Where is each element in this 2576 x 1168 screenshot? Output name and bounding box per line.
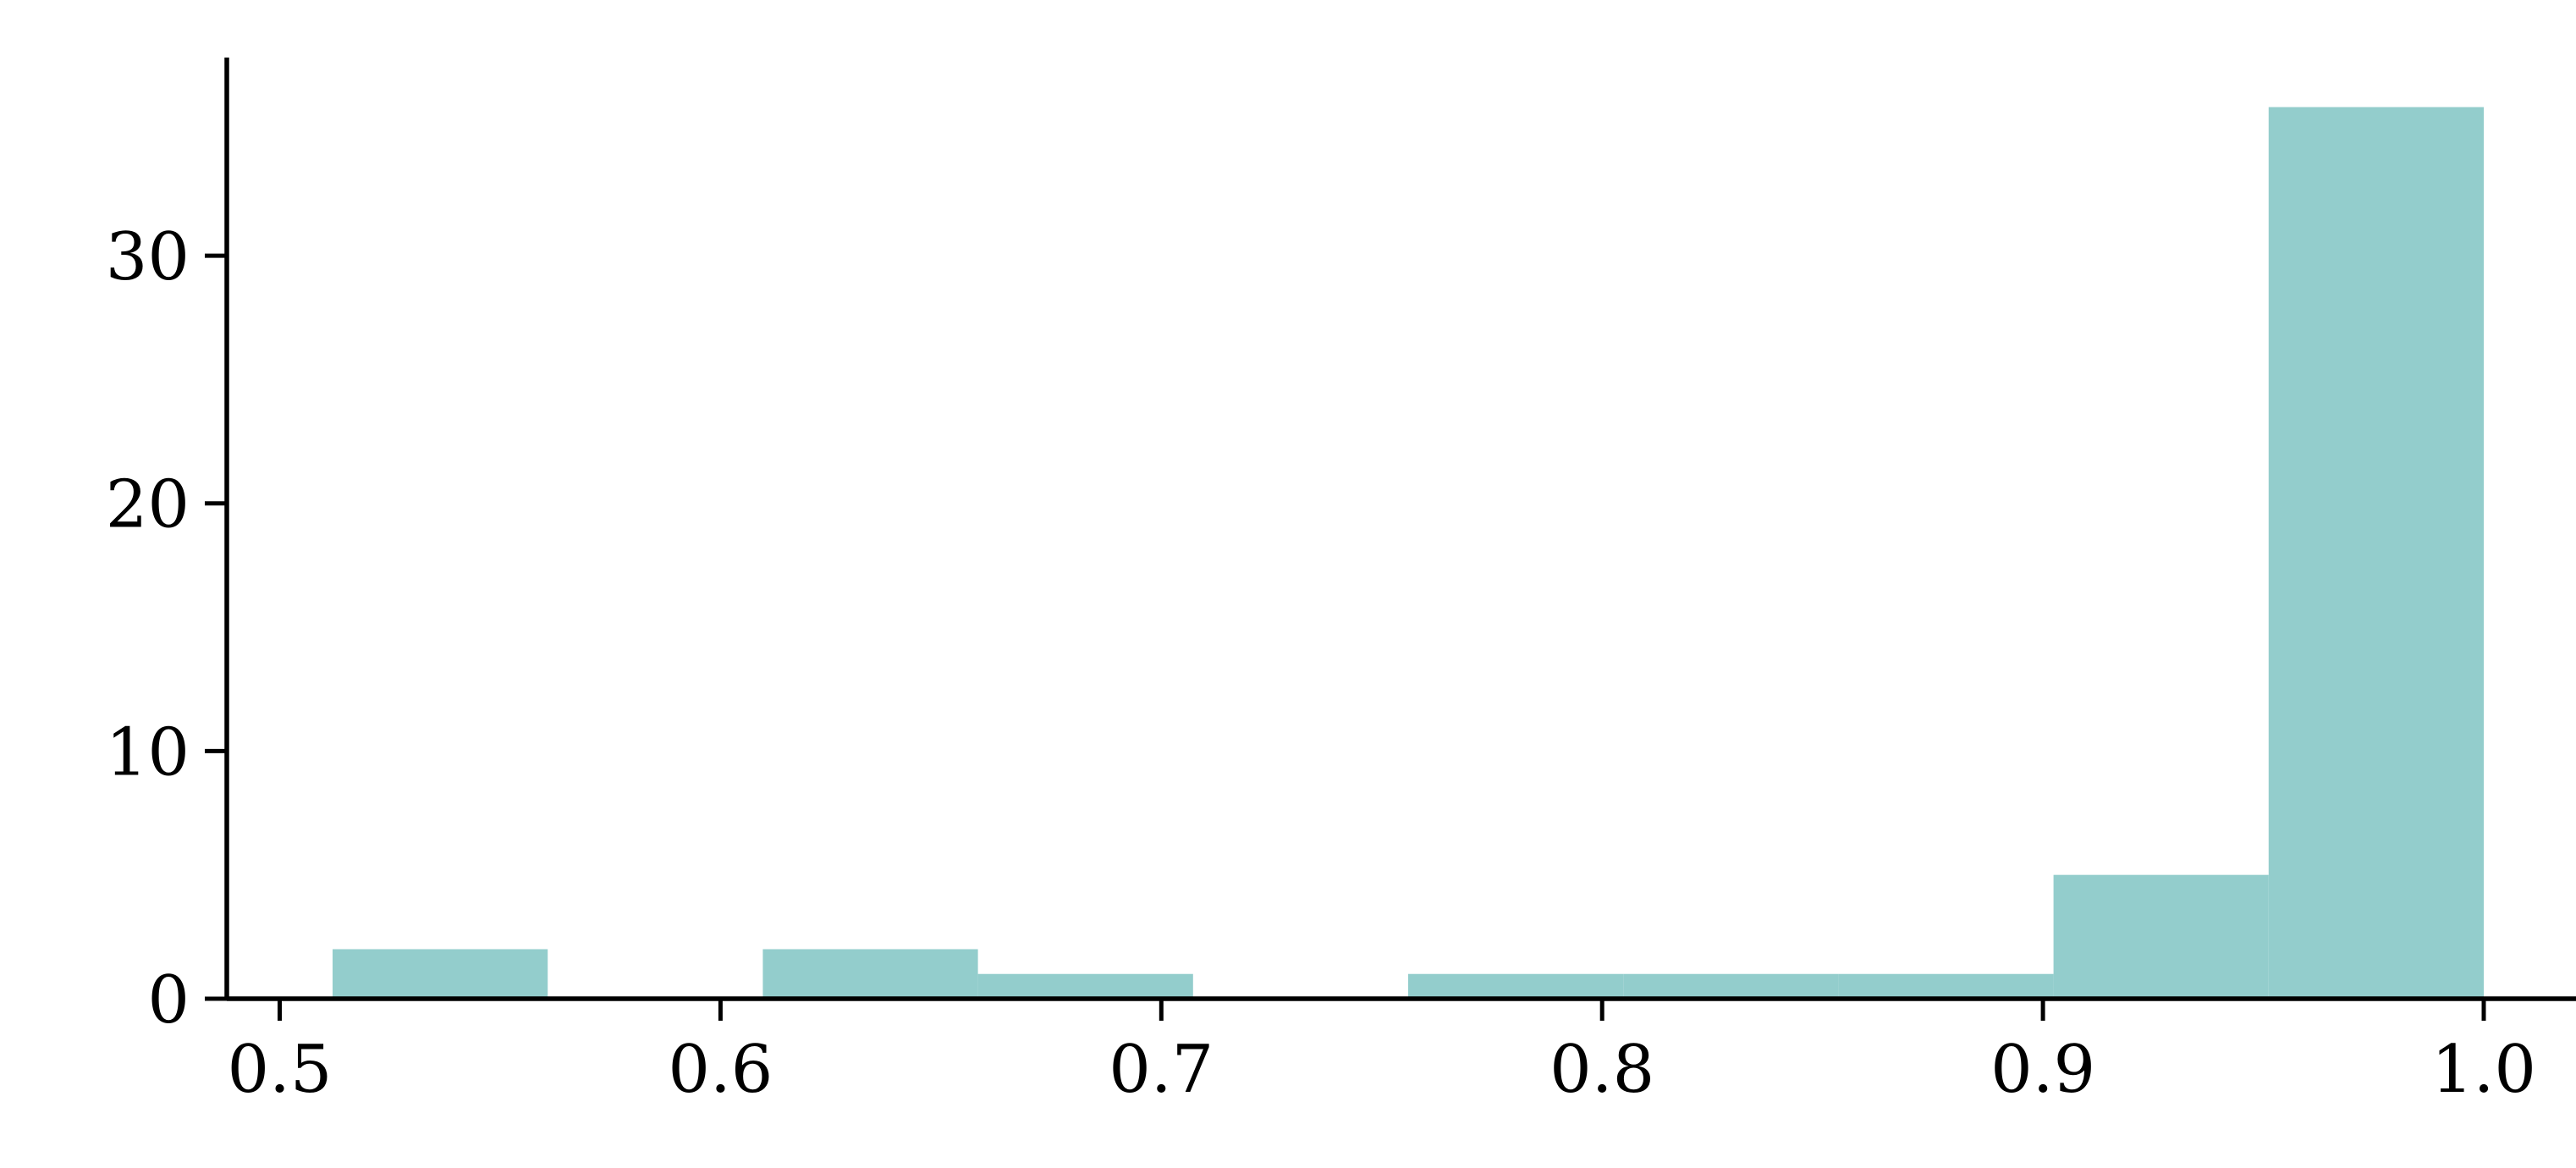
y-tick-label: 20 bbox=[106, 467, 190, 543]
axes-group bbox=[224, 58, 2576, 1001]
histogram-bar bbox=[1623, 973, 1839, 999]
x-tick-label: 0.8 bbox=[1549, 1032, 1654, 1108]
x-tick-label: 0.6 bbox=[668, 1032, 773, 1108]
x-tick-label: 0.5 bbox=[227, 1032, 332, 1108]
y-ticks-group: 0 10 20 30 bbox=[106, 219, 227, 1039]
histogram-bar bbox=[1838, 973, 2054, 999]
bars-group bbox=[333, 107, 2484, 999]
x-tick-label: 1.0 bbox=[2431, 1032, 2536, 1108]
histogram-bar bbox=[762, 949, 978, 999]
histogram-bar bbox=[2268, 107, 2484, 999]
x-tick-label: 0.9 bbox=[1990, 1032, 2095, 1108]
histogram-bar bbox=[333, 949, 548, 999]
x-tick-label: 0.7 bbox=[1109, 1032, 1214, 1108]
histogram-bar bbox=[977, 973, 1193, 999]
histogram-bar bbox=[2053, 874, 2269, 999]
histogram-bar bbox=[1408, 973, 1624, 999]
y-tick-label: 30 bbox=[106, 219, 190, 295]
y-tick-label: 10 bbox=[106, 714, 190, 791]
y-tick-label: 0 bbox=[147, 962, 190, 1039]
x-ticks-group: 0.5 0.6 0.7 0.8 0.9 1.0 bbox=[227, 999, 2536, 1108]
